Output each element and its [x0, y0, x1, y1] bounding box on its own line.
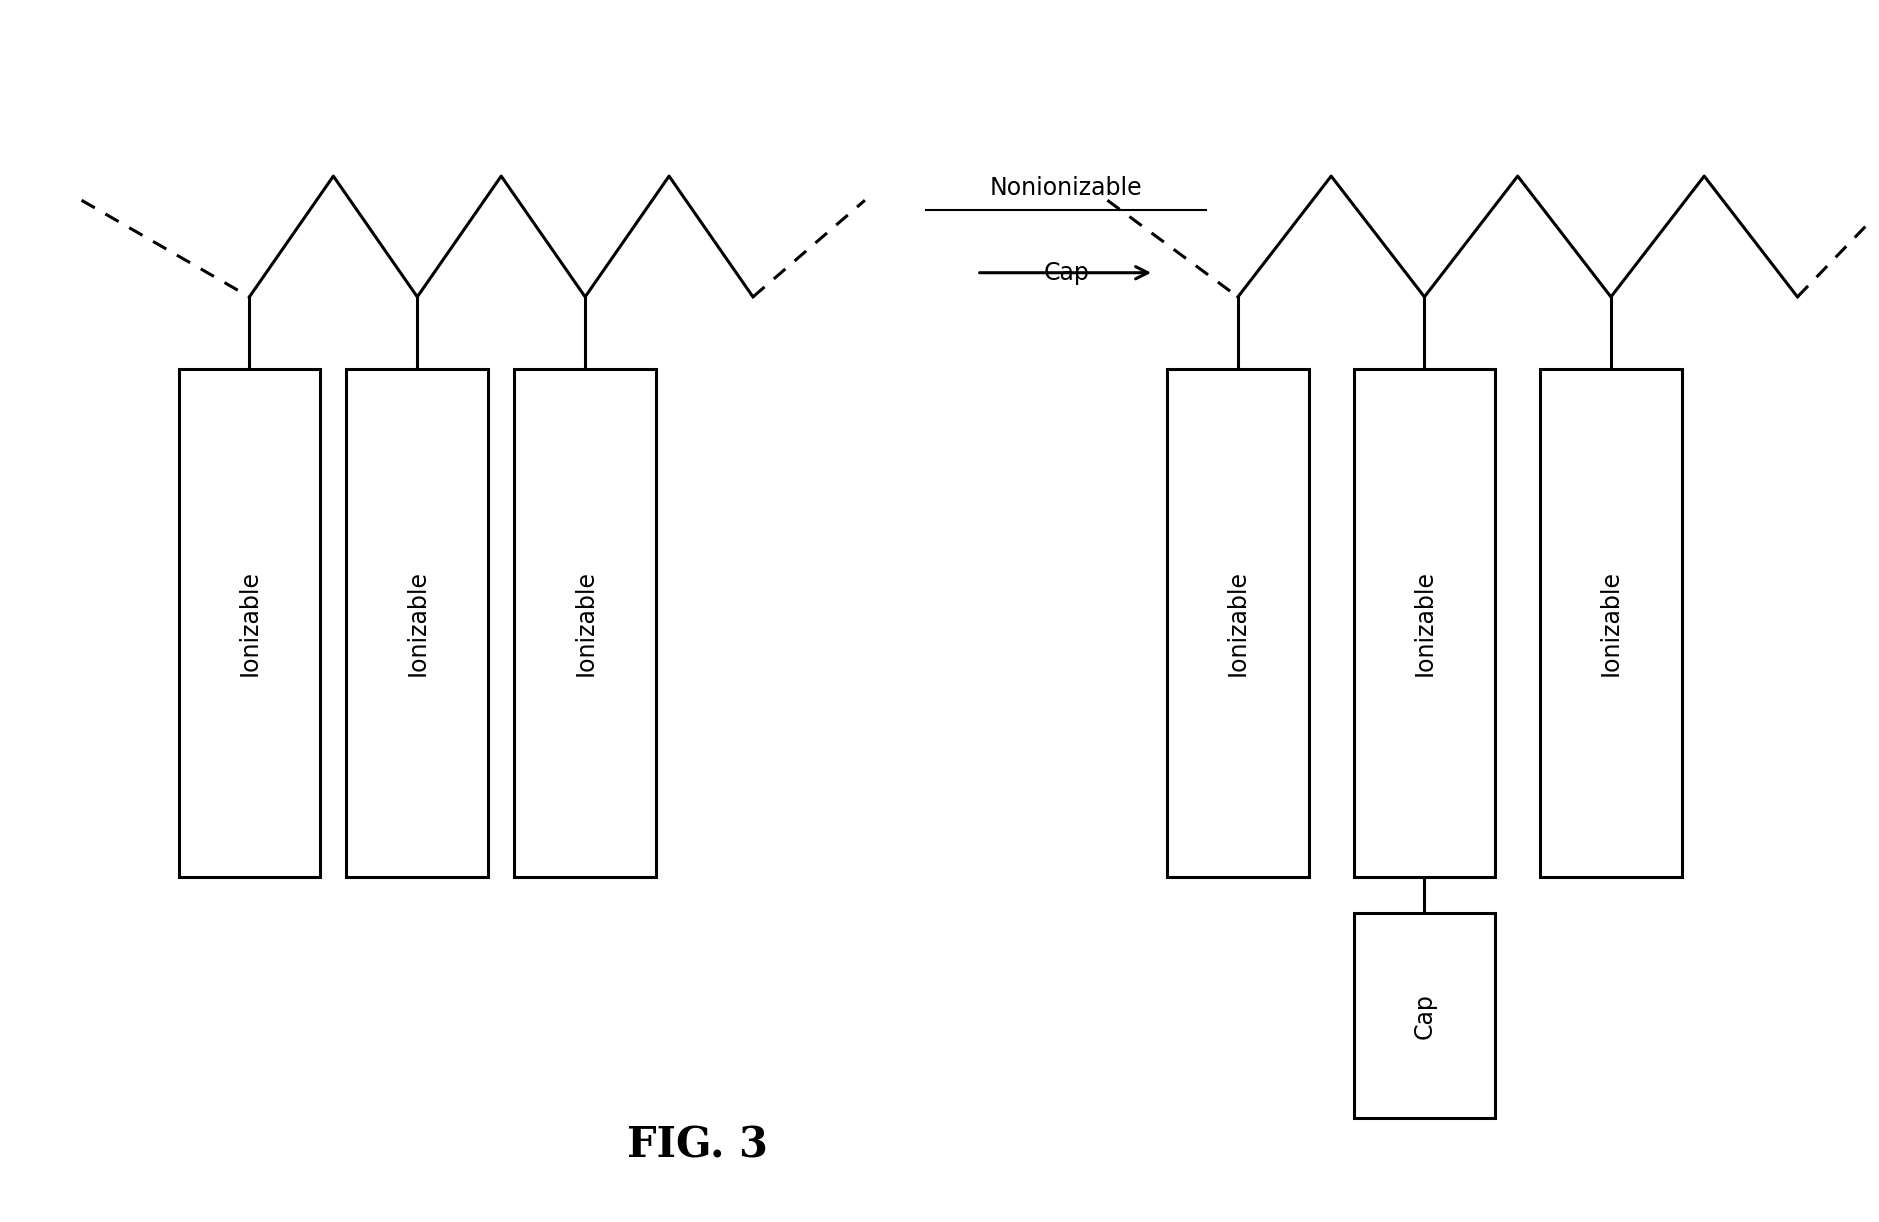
Bar [1353, 913, 1496, 1118]
Bar [1541, 369, 1682, 876]
Bar [1353, 369, 1496, 876]
Bar [346, 369, 489, 876]
Bar [179, 369, 319, 876]
Text: Cap: Cap [1413, 992, 1436, 1039]
Text: Cap: Cap [1043, 260, 1090, 285]
Text: Ionizable: Ionizable [1599, 571, 1623, 676]
Text: Ionizable: Ionizable [406, 571, 428, 676]
Text: Ionizable: Ionizable [237, 571, 261, 676]
Text: Ionizable: Ionizable [573, 571, 598, 676]
Text: Ionizable: Ionizable [1413, 571, 1436, 676]
Bar [515, 369, 656, 876]
Bar [1167, 369, 1310, 876]
Text: Nonionizable: Nonionizable [990, 176, 1142, 200]
Text: Ionizable: Ionizable [1225, 571, 1250, 676]
Text: FIG. 3: FIG. 3 [626, 1124, 767, 1167]
